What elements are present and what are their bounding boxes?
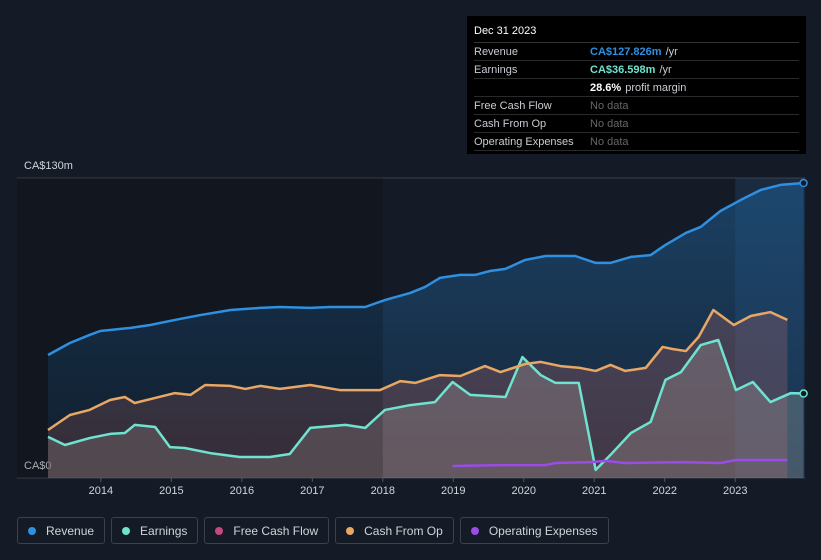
legend-item[interactable]: Revenue: [17, 517, 106, 544]
x-tick-label: 2018: [371, 485, 395, 497]
series-line: [47, 308, 788, 432]
tooltip-value: CA$36.598m: [590, 63, 656, 76]
tooltip-row: Cash From Op No data: [474, 115, 799, 133]
legend-item[interactable]: Cash From Op: [335, 517, 454, 544]
tooltip-value: No data: [590, 99, 629, 112]
tooltip-value: 28.6%: [590, 81, 622, 94]
legend-label: Operating Expenses: [488, 523, 598, 538]
tooltip-value: No data: [590, 117, 629, 130]
series-line: [47, 338, 804, 472]
chart: CA$0 CA$130m 2014 2015 2016 2017 2018 2019 2020 2…: [17, 160, 808, 497]
legend-label: Earnings: [140, 523, 188, 538]
area-fill: [48, 183, 804, 479]
x-tick-label: 2021: [582, 485, 606, 497]
legend-dot: [122, 526, 131, 535]
legend-dot: [470, 526, 479, 535]
tooltip-row: Revenue CA$127.826m/yr: [474, 43, 799, 61]
legend-dot: [346, 526, 355, 535]
end-marker: [799, 178, 808, 188]
x-tick-label: 2019: [441, 485, 465, 497]
tooltip-row: Earnings CA$36.598m/yr: [474, 61, 799, 79]
end-marker: [799, 389, 808, 398]
legend-dot: [215, 526, 224, 535]
tooltip-label: Cash From Op: [474, 117, 547, 130]
x-tick-label: 2022: [652, 485, 676, 497]
tooltip-row: Operating Expenses No data: [474, 133, 799, 151]
legend-label: Cash From Op: [364, 523, 443, 538]
legend-dot: [28, 526, 36, 535]
tooltip-unit: /yr: [659, 63, 672, 76]
legend-label: Free Cash Flow: [233, 523, 319, 538]
tooltip-label: Free Cash Flow: [474, 99, 552, 112]
tooltip-value: No data: [590, 135, 629, 148]
tooltip-unit: profit margin: [625, 81, 687, 94]
x-tick-label: 2014: [89, 485, 113, 497]
tooltip: Dec 31 2023 Revenue CA$127.826m/yr Earnings…: [467, 16, 806, 154]
legend-item[interactable]: Earnings: [111, 517, 199, 544]
tooltip-label: Revenue: [474, 45, 519, 58]
legend-item[interactable]: Free Cash Flow: [204, 517, 330, 544]
legend-item[interactable]: Operating Expenses: [459, 517, 609, 544]
tooltip-label: Operating Expenses: [474, 135, 574, 148]
x-tick-label: 2017: [300, 485, 324, 497]
legend: Revenue Earnings Free Cash Flow Cash From O…: [17, 517, 609, 544]
area-fill: [48, 340, 804, 478]
x-tick-label: 2016: [230, 485, 254, 497]
tooltip-value: CA$127.826m: [590, 45, 662, 58]
series-line: [452, 458, 788, 468]
legend-label: Revenue: [46, 523, 95, 538]
tooltip-row: Free Cash Flow No data: [474, 97, 799, 115]
x-tick-label: 2015: [159, 485, 183, 497]
series-line: [47, 181, 804, 357]
y-tick-label: CA$130m: [24, 160, 73, 172]
tooltip-row: 28.6% profit margin: [474, 79, 799, 97]
past-shading: [17, 178, 383, 478]
tooltip-label: Earnings: [474, 63, 518, 76]
y-tick-label: CA$0: [24, 460, 52, 472]
x-tick-label: 2020: [512, 485, 536, 497]
x-tick-label: 2023: [723, 485, 747, 497]
area-fill: [48, 310, 788, 478]
tooltip-date: Dec 31 2023: [474, 22, 799, 43]
tooltip-unit: /yr: [665, 45, 678, 58]
